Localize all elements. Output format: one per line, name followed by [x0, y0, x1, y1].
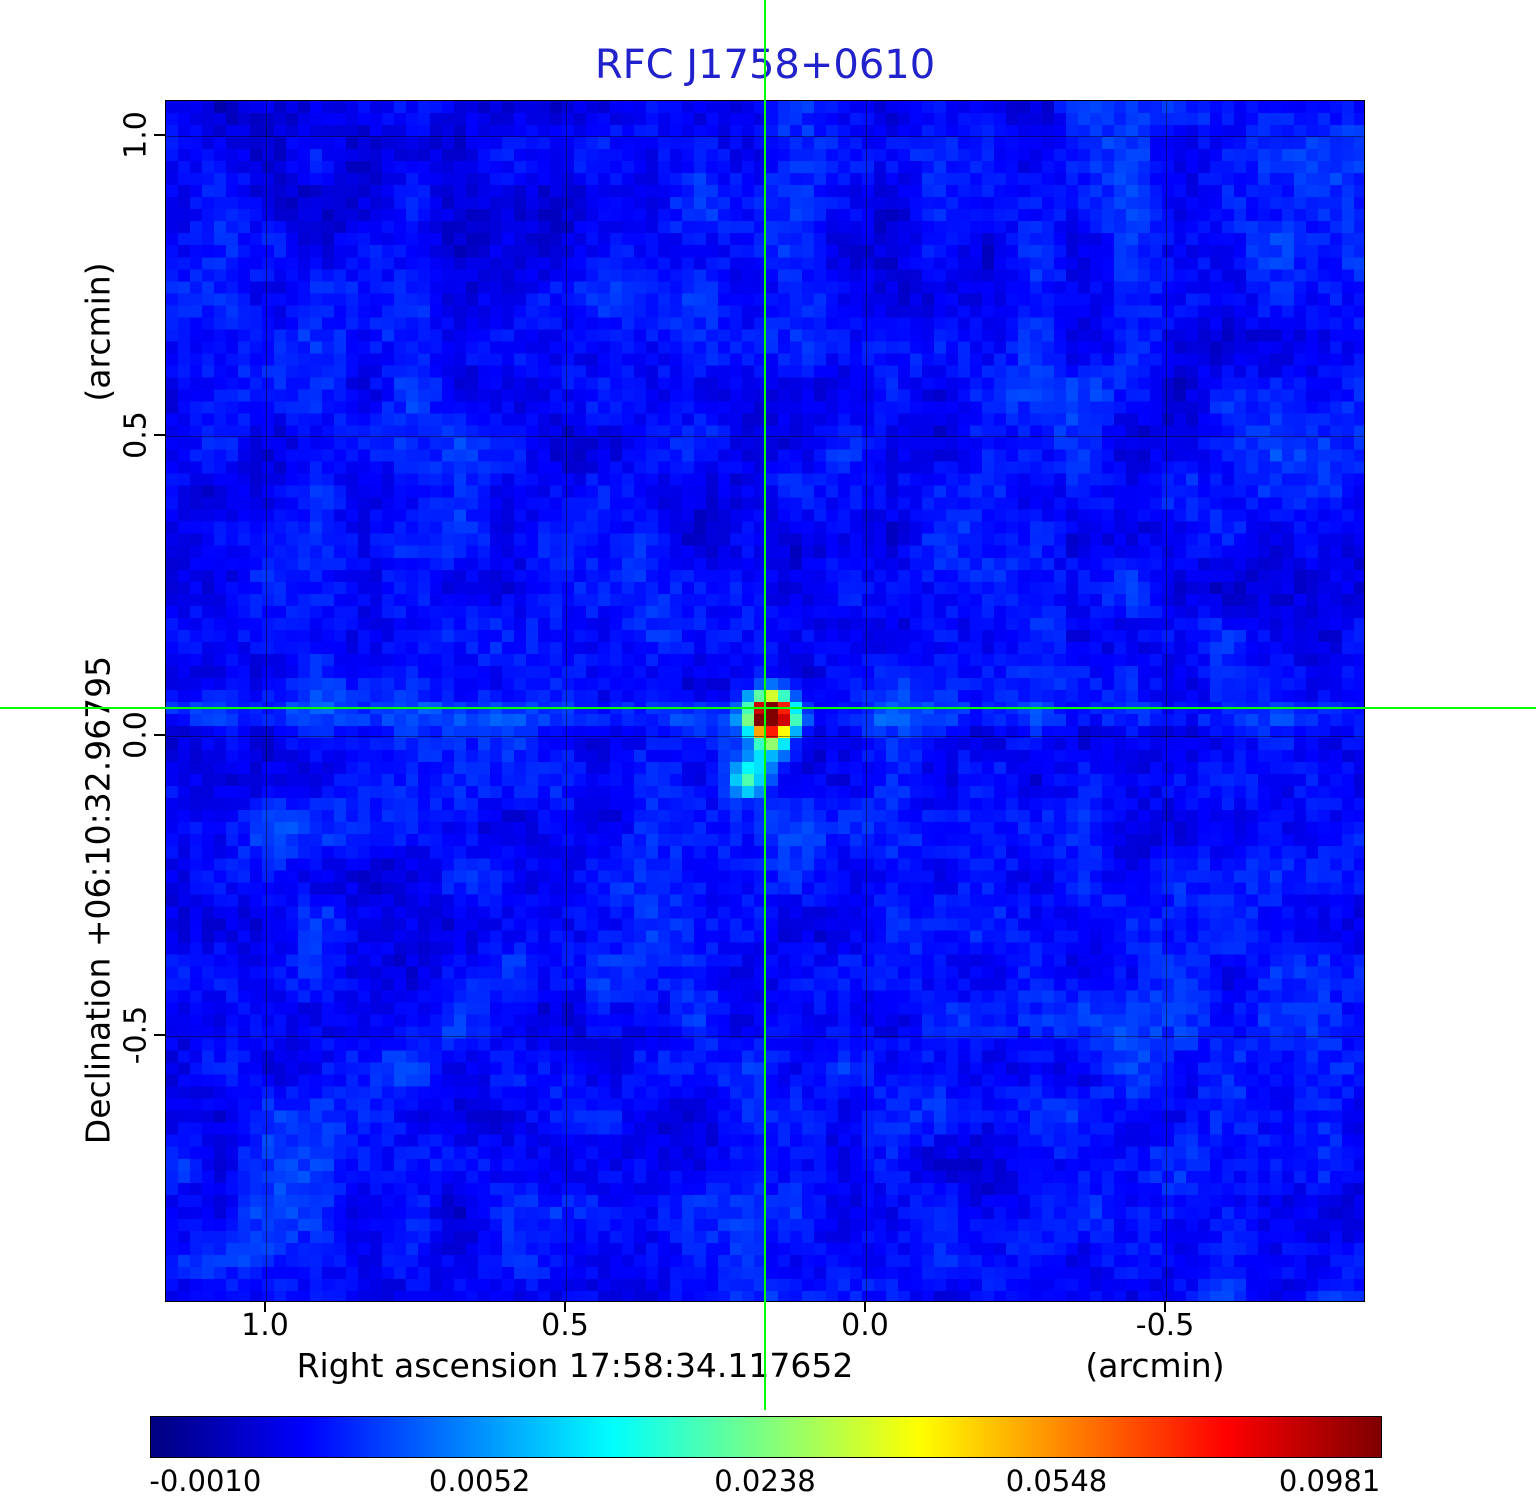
colorbar — [150, 1416, 1382, 1458]
colorbar-tick-label: 0.0981 — [1278, 1464, 1381, 1498]
x-tick-label: 1.0 — [241, 1308, 289, 1343]
y-tick-label: 0.0 — [118, 711, 154, 759]
x-tick-label: 0.5 — [541, 1308, 589, 1343]
x-tick-mark — [864, 1302, 867, 1312]
y-tick-label: -0.5 — [118, 1005, 154, 1065]
x-tick-label: -0.5 — [1135, 1308, 1195, 1343]
y-tick-mark — [154, 1033, 165, 1036]
x-tick-mark — [264, 1302, 267, 1312]
colorbar-tick-label: 0.0052 — [428, 1464, 531, 1498]
y-tick-mark — [154, 433, 165, 436]
plot-title: RFC J1758+0610 — [594, 42, 936, 88]
y-axis-unit-label: (arcmin) — [78, 262, 118, 402]
x-tick-mark — [1164, 1302, 1167, 1312]
colorbar-tick-label: 0.0548 — [1005, 1464, 1108, 1498]
y-tick-label: 0.5 — [118, 411, 154, 459]
y-tick-mark — [154, 733, 165, 736]
x-axis-unit-label: (arcmin) — [1085, 1346, 1225, 1385]
colorbar-tick-label: -0.0010 — [149, 1464, 262, 1498]
colorbar-tick-label: 0.0238 — [714, 1464, 816, 1498]
x-tick-mark — [564, 1302, 567, 1312]
y-tick-label: 1.0 — [118, 111, 154, 159]
y-tick-mark — [154, 133, 165, 136]
x-axis-label: Right ascension 17:58:34.117652 — [296, 1346, 854, 1385]
heatmap-canvas — [166, 101, 1364, 1301]
sky-image-panel — [165, 100, 1365, 1302]
x-tick-label: 0.0 — [841, 1308, 889, 1343]
y-axis-label: Declination +06:10:32.96795 — [78, 655, 118, 1145]
